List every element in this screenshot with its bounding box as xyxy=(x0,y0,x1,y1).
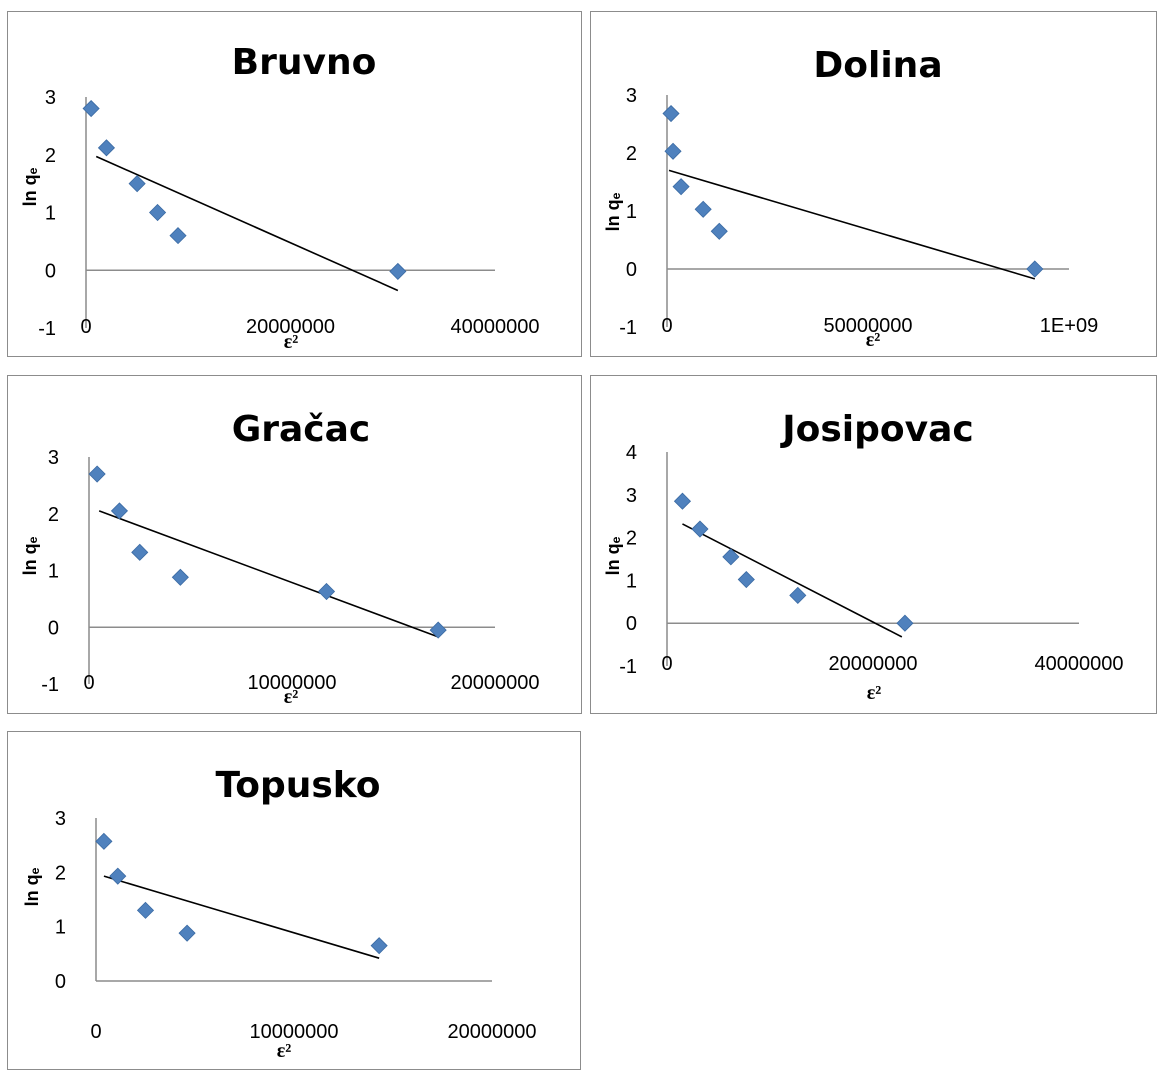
y-tick-label: 2 xyxy=(45,145,56,167)
x-tick-label: 20000000 xyxy=(448,1021,537,1043)
x-axis-label: ε² xyxy=(284,331,299,353)
data-point xyxy=(95,832,113,850)
y-tick-label: -1 xyxy=(619,656,637,678)
data-point xyxy=(664,142,682,160)
x-tick-label: 20000000 xyxy=(451,672,540,694)
x-axis-label: ε² xyxy=(284,686,299,708)
y-tick-label: 0 xyxy=(45,260,56,282)
x-tick-label: 0 xyxy=(80,316,91,338)
trendline xyxy=(668,169,1036,280)
x-tick-label: 10000000 xyxy=(248,672,337,694)
x-axis-label: ε² xyxy=(866,329,881,351)
x-axis-label: ε² xyxy=(277,1040,292,1062)
x-tick-label: 0 xyxy=(83,672,94,694)
y-tick-label: 2 xyxy=(55,862,66,884)
y-tick-label: -1 xyxy=(41,674,59,696)
data-point xyxy=(710,222,728,240)
chart-panel-gracac: Gračac -1 0 1 2 3 0 10000000 20000000 ln qₑ ε² xyxy=(7,375,582,714)
data-point xyxy=(370,937,388,955)
chart-panel-bruvno: Bruvno -1 0 1 2 3 0 20000000 40000000 ln qₑ ε² xyxy=(7,11,582,357)
chart-panel-josipovac: Josipovac -1 0 1 2 3 4 0 20000000 40000000 ln qₑ ε² xyxy=(590,375,1157,714)
y-tick-label: 1 xyxy=(48,561,59,583)
data-point xyxy=(136,901,155,919)
y-tick-label: -1 xyxy=(38,318,56,340)
chart-title: Gračac xyxy=(232,409,371,450)
data-point xyxy=(1026,260,1044,278)
y-tick-label: -1 xyxy=(619,317,637,339)
x-axis-label: ε² xyxy=(867,682,882,704)
x-tick-label: 20000000 xyxy=(829,653,918,675)
chart-title: Bruvno xyxy=(232,42,377,83)
chart-title: Dolina xyxy=(813,45,942,86)
y-tick-label: 0 xyxy=(55,971,66,993)
y-tick-label: 3 xyxy=(626,85,637,107)
data-point xyxy=(178,924,196,942)
data-point xyxy=(109,867,127,885)
y-tick-label: 3 xyxy=(48,447,59,469)
y-tick-label: 2 xyxy=(626,143,637,165)
y-tick-label: 3 xyxy=(45,87,56,109)
y-tick-label: 2 xyxy=(626,528,637,550)
data-point xyxy=(149,203,167,222)
y-axis-label: ln qₑ xyxy=(20,536,40,575)
trendline xyxy=(682,523,903,638)
chart-svg: Topusko 0 1 2 3 0 10000000 20000000 ln qₑ ε² xyxy=(22,765,537,1062)
x-tick-label: 10000000 xyxy=(250,1021,339,1043)
data-point xyxy=(673,492,692,510)
chart-panel-dolina: Dolina -1 0 1 2 3 0 50000000 1E+09 ln qₑ ε² xyxy=(590,11,1157,357)
y-tick-label: 1 xyxy=(626,570,637,592)
data-point xyxy=(789,586,807,604)
x-tick-label: 40000000 xyxy=(451,316,540,338)
data-point xyxy=(128,175,146,193)
data-point xyxy=(389,262,407,280)
x-tick-label: 1E+09 xyxy=(1040,315,1098,337)
y-tick-label: 3 xyxy=(626,485,637,507)
data-point xyxy=(110,502,129,520)
y-tick-label: 4 xyxy=(626,442,637,464)
y-tick-label: 1 xyxy=(626,201,637,223)
chart-title: Josipovac xyxy=(779,409,974,450)
data-point xyxy=(429,621,447,639)
chart-panel-topusko: Topusko 0 1 2 3 0 10000000 20000000 ln qₑ ε² xyxy=(7,731,581,1070)
trendline xyxy=(98,510,439,638)
data-point xyxy=(317,582,336,601)
chart-svg: Dolina -1 0 1 2 3 0 50000000 1E+09 ln qₑ ε² xyxy=(603,45,1098,351)
chart-svg: Bruvno -1 0 1 2 3 0 20000000 40000000 ln qₑ ε² xyxy=(20,42,540,353)
trendline xyxy=(103,875,380,959)
data-point xyxy=(131,543,149,561)
x-tick-label: 0 xyxy=(90,1021,101,1043)
data-point xyxy=(737,570,755,589)
x-tick-label: 50000000 xyxy=(824,315,913,337)
chart-title: Topusko xyxy=(215,765,380,806)
data-point xyxy=(722,548,740,566)
data-point xyxy=(171,568,189,586)
x-tick-label: 0 xyxy=(661,653,672,675)
x-tick-label: 20000000 xyxy=(246,316,335,338)
trendline xyxy=(95,155,399,292)
data-point xyxy=(694,200,712,218)
y-axis-label: ln qₑ xyxy=(603,536,623,575)
y-tick-label: 0 xyxy=(48,617,59,639)
chart-svg: Gračac -1 0 1 2 3 0 10000000 20000000 ln qₑ ε² xyxy=(20,409,540,708)
x-tick-label: 40000000 xyxy=(1035,653,1124,675)
y-axis-label: ln qₑ xyxy=(22,867,42,906)
y-tick-label: 1 xyxy=(55,917,66,939)
y-tick-label: 1 xyxy=(45,203,56,225)
y-tick-label: 3 xyxy=(55,808,66,830)
data-point xyxy=(896,614,914,632)
data-point xyxy=(97,139,116,157)
data-point xyxy=(662,104,680,123)
data-point xyxy=(88,465,106,483)
data-point xyxy=(169,227,187,245)
chart-svg: Josipovac -1 0 1 2 3 4 0 20000000 40000000 ln qₑ ε² xyxy=(603,409,1124,704)
y-axis-label: ln qₑ xyxy=(20,167,40,206)
y-tick-label: 2 xyxy=(48,504,59,526)
data-point xyxy=(691,520,709,538)
data-point xyxy=(672,178,690,196)
x-tick-label: 0 xyxy=(661,315,672,337)
y-axis-label: ln qₑ xyxy=(603,192,623,231)
y-tick-label: 0 xyxy=(626,613,637,635)
y-tick-label: 0 xyxy=(626,259,637,281)
data-point xyxy=(82,99,100,118)
